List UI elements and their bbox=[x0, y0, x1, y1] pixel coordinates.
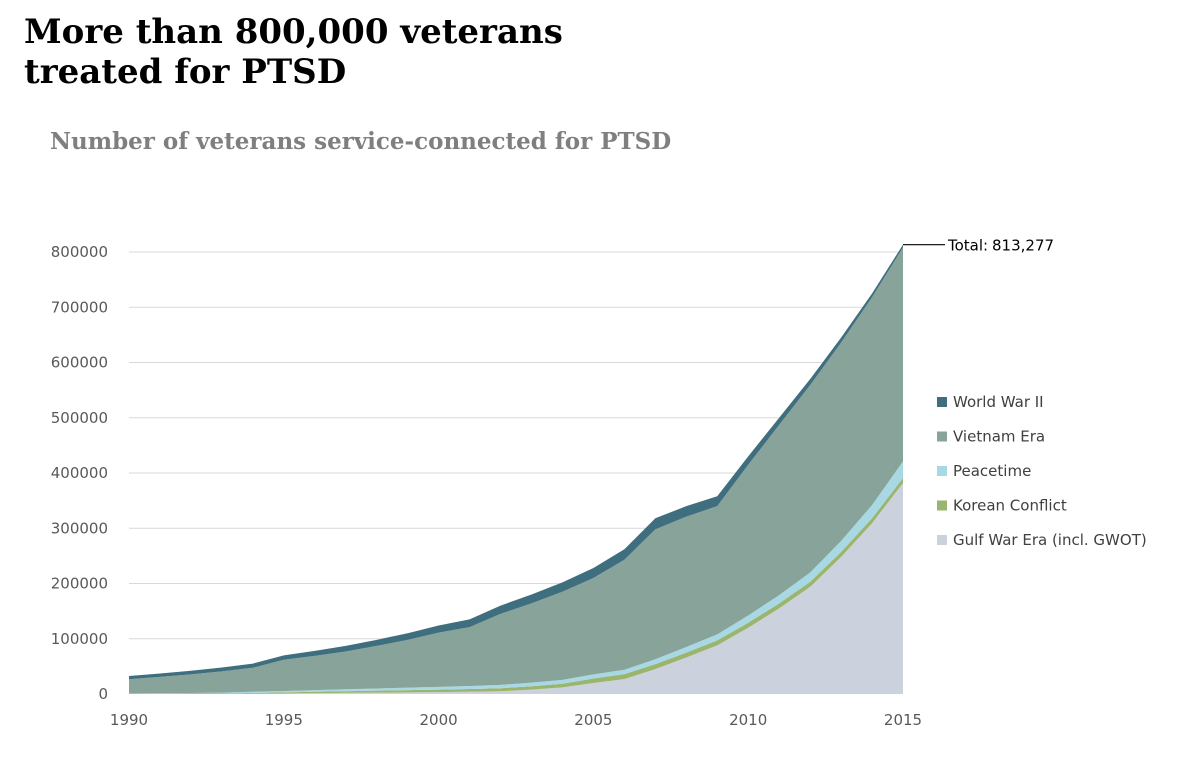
area-vietnam-era bbox=[129, 247, 903, 694]
legend-label: Korean Conflict bbox=[953, 497, 1067, 515]
x-tick-label: 1990 bbox=[110, 711, 148, 729]
legend-label: Peacetime bbox=[953, 462, 1031, 480]
x-tick-label: 2015 bbox=[884, 711, 922, 729]
y-tick-label: 700000 bbox=[51, 298, 108, 316]
chart-subtitle: Number of veterans service-connected for… bbox=[50, 128, 672, 155]
total-annotation-value: 813,277 bbox=[992, 237, 1054, 255]
legend-swatch bbox=[937, 431, 947, 442]
y-tick-label: 100000 bbox=[51, 630, 108, 648]
legend-swatch bbox=[937, 500, 947, 511]
chart-title: More than 800,000 veterans treated for PT… bbox=[24, 12, 724, 92]
y-tick-label: 500000 bbox=[51, 409, 108, 427]
y-tick-label: 300000 bbox=[51, 519, 108, 537]
legend-label: World War II bbox=[953, 393, 1044, 411]
legend-swatch bbox=[937, 466, 947, 476]
legend-label: Vietnam Era bbox=[953, 428, 1045, 446]
x-tick-label: 2010 bbox=[729, 711, 767, 729]
title-line-1: More than 800,000 veterans bbox=[24, 12, 563, 52]
y-tick-label: 200000 bbox=[51, 575, 108, 593]
area-gulf-war-era-incl-gwot- bbox=[129, 482, 903, 694]
y-tick-label: 600000 bbox=[51, 354, 108, 372]
legend-swatch bbox=[937, 535, 947, 545]
legend-label: Gulf War Era (incl. GWOT) bbox=[953, 531, 1147, 549]
x-tick-label: 2005 bbox=[574, 711, 612, 729]
y-tick-label: 0 bbox=[98, 685, 108, 703]
x-tick-label: 2000 bbox=[420, 711, 458, 729]
total-annotation-label: Total: bbox=[947, 237, 988, 255]
legend-swatch bbox=[937, 397, 947, 407]
y-tick-label: 400000 bbox=[51, 464, 108, 482]
y-tick-label: 800000 bbox=[51, 243, 108, 261]
x-tick-label: 1995 bbox=[265, 711, 303, 729]
title-line-2: treated for PTSD bbox=[24, 52, 347, 92]
area-world-war-ii bbox=[129, 244, 903, 680]
